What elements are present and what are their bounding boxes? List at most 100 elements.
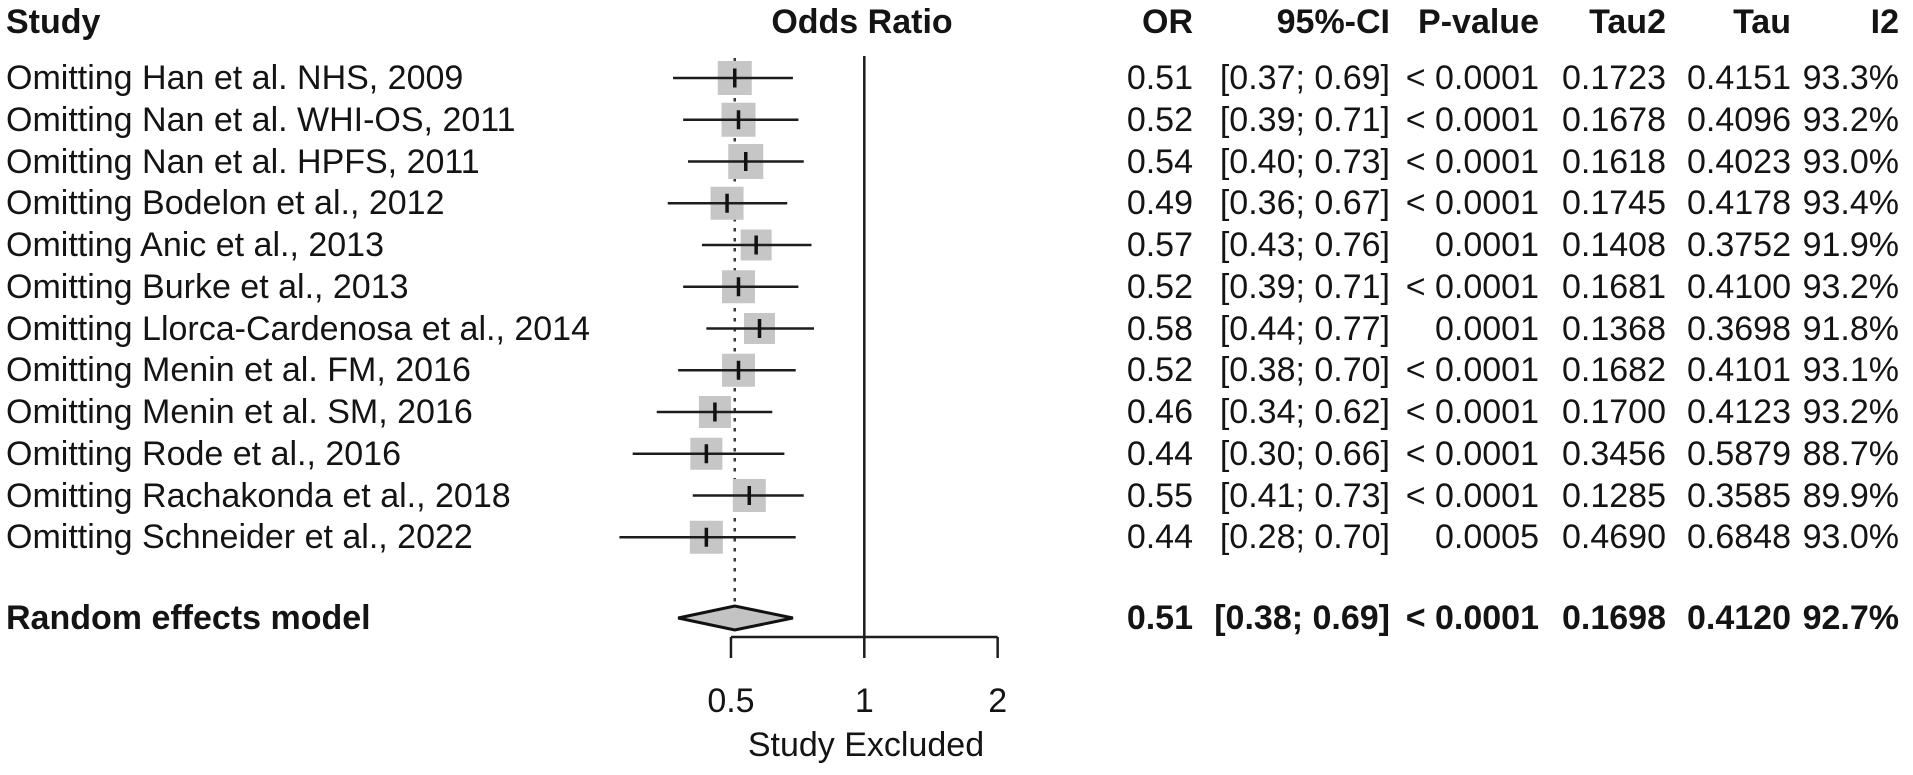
odds-ratio-plot-header: Odds Ratio [771, 3, 953, 41]
i2-value-cell: 93.0% [1802, 518, 1899, 557]
or-value-cell: 0.57 [1126, 226, 1193, 264]
p-value-cell: < 0.0001 [1405, 393, 1539, 431]
tau-value-cell: 0.3752 [1687, 226, 1791, 264]
or-column-header: OR [1142, 3, 1193, 41]
ci-value-cell: [0.36; 0.67] [1219, 184, 1390, 223]
p-value-column-header: P-value [1418, 3, 1539, 41]
ci-value-cell: [0.37; 0.69] [1219, 59, 1390, 97]
i2-value-cell: 91.9% [1802, 226, 1899, 264]
tau2-value-cell: 0.1678 [1562, 100, 1666, 139]
point-estimate-tick [704, 527, 709, 547]
tau2-value-cell: 0.3456 [1562, 434, 1666, 473]
tau2-value-cell: 0.1745 [1562, 184, 1666, 223]
or-value-cell: 0.52 [1126, 351, 1193, 390]
p-value-cell: < 0.0001 [1405, 476, 1539, 515]
point-estimate-tick [713, 402, 717, 422]
x-axis-tick-label: 0.5 [707, 682, 754, 720]
i2-value-cell: 91.8% [1802, 309, 1899, 348]
tau2-value-cell: 0.4690 [1562, 518, 1666, 557]
summary-or-value-cell: 0.51 [1126, 599, 1193, 637]
summary-tau-value-cell: 0.4120 [1687, 599, 1791, 637]
or-value-cell: 0.44 [1126, 434, 1193, 473]
tau-value-cell: 0.5879 [1687, 434, 1791, 473]
i2-value-cell: 93.1% [1802, 351, 1899, 390]
ci-value-cell: [0.39; 0.71] [1219, 267, 1390, 306]
p-value-cell: < 0.0001 [1405, 184, 1539, 223]
study-label: Omitting Menin et al. SM, 2016 [6, 393, 473, 431]
tau-value-cell: 0.4023 [1687, 142, 1791, 181]
study-label: Omitting Han et al. NHS, 2009 [6, 59, 464, 97]
summary-tau2-value-cell: 0.1698 [1562, 599, 1666, 637]
tau2-value-cell: 0.1368 [1562, 309, 1666, 348]
point-estimate-tick [757, 319, 762, 338]
or-value-cell: 0.54 [1126, 142, 1193, 181]
p-value-cell: < 0.0001 [1405, 267, 1539, 306]
point-estimate-tick [744, 152, 748, 171]
ci-value-cell: [0.38; 0.70] [1219, 351, 1390, 390]
ci-value-cell: [0.40; 0.73] [1219, 142, 1390, 181]
or-value-cell: 0.51 [1126, 59, 1193, 97]
or-value-cell: 0.58 [1126, 309, 1193, 348]
p-value-cell: < 0.0001 [1405, 59, 1539, 97]
ci-value-cell: [0.34; 0.62] [1219, 393, 1390, 431]
summary-ci-value-cell: [0.38; 0.69] [1214, 599, 1390, 637]
tau-value-cell: 0.4101 [1687, 351, 1791, 390]
tau2-value-cell: 0.1618 [1562, 142, 1666, 181]
or-value-cell: 0.44 [1126, 518, 1193, 557]
x-axis-title: Study Excluded [748, 726, 984, 764]
point-estimate-tick [747, 486, 752, 505]
point-estimate-tick [704, 444, 709, 464]
ci-column-header: 95%-CI [1276, 3, 1390, 41]
x-axis-tick-label: 1 [855, 682, 874, 720]
i2-value-cell: 93.2% [1802, 393, 1899, 431]
p-value-cell: 0.0001 [1435, 309, 1539, 348]
i2-value-cell: 89.9% [1802, 476, 1899, 515]
i2-value-cell: 93.3% [1802, 59, 1899, 97]
tau-value-cell: 0.4096 [1687, 100, 1791, 139]
ci-value-cell: [0.44; 0.77] [1219, 309, 1390, 348]
i2-value-cell: 93.2% [1802, 100, 1899, 139]
study-label: Omitting Burke et al., 2013 [6, 267, 409, 306]
tau2-value-cell: 0.1723 [1562, 59, 1666, 97]
or-value-cell: 0.49 [1126, 184, 1193, 223]
tau2-value-cell: 0.1682 [1562, 351, 1666, 390]
or-value-cell: 0.46 [1126, 393, 1193, 431]
study-label: Omitting Rachakonda et al., 2018 [6, 476, 511, 515]
or-value-cell: 0.52 [1126, 267, 1193, 306]
tau-value-cell: 0.4123 [1687, 393, 1791, 431]
point-estimate-tick [736, 110, 741, 130]
ci-value-cell: [0.39; 0.71] [1219, 100, 1390, 139]
summary-row-label: Random effects model [6, 599, 371, 637]
i2-value-cell: 88.7% [1802, 434, 1899, 473]
study-label: Omitting Schneider et al., 2022 [6, 518, 473, 557]
p-value-cell: < 0.0001 [1405, 142, 1539, 181]
tau2-value-cell: 0.1285 [1562, 476, 1666, 515]
ci-value-cell: [0.41; 0.73] [1219, 476, 1390, 515]
i2-column-header: I2 [1870, 3, 1899, 41]
study-label: Omitting Bodelon et al., 2012 [6, 184, 445, 223]
x-axis-tick-label: 2 [988, 682, 1007, 720]
p-value-cell: 0.0005 [1435, 518, 1539, 557]
ci-value-cell: [0.28; 0.70] [1219, 518, 1390, 557]
ci-value-cell: [0.30; 0.66] [1219, 434, 1390, 473]
summary-diamond [677, 604, 794, 632]
tau2-value-cell: 0.1408 [1562, 226, 1666, 264]
i2-value-cell: 93.2% [1802, 267, 1899, 306]
tau-value-cell: 0.3585 [1687, 476, 1791, 515]
tau-value-cell: 0.4151 [1687, 59, 1791, 97]
tau-value-cell: 0.4100 [1687, 267, 1791, 306]
summary-p-value-cell: < 0.0001 [1405, 599, 1539, 637]
study-column-header: Study [6, 3, 101, 41]
p-value-cell: 0.0001 [1435, 226, 1539, 264]
p-value-cell: < 0.0001 [1405, 100, 1539, 139]
study-label: Omitting Nan et al. HPFS, 2011 [6, 142, 480, 181]
ci-value-cell: [0.43; 0.76] [1219, 226, 1390, 264]
point-estimate-tick [733, 68, 737, 88]
i2-value-cell: 93.4% [1802, 184, 1899, 223]
tau2-value-cell: 0.1681 [1562, 267, 1666, 306]
point-estimate-tick [754, 235, 758, 255]
study-label: Omitting Llorca-Cardenosa et al., 2014 [6, 309, 590, 348]
point-estimate-tick [736, 360, 741, 380]
study-label: Omitting Rode et al., 2016 [6, 434, 402, 473]
